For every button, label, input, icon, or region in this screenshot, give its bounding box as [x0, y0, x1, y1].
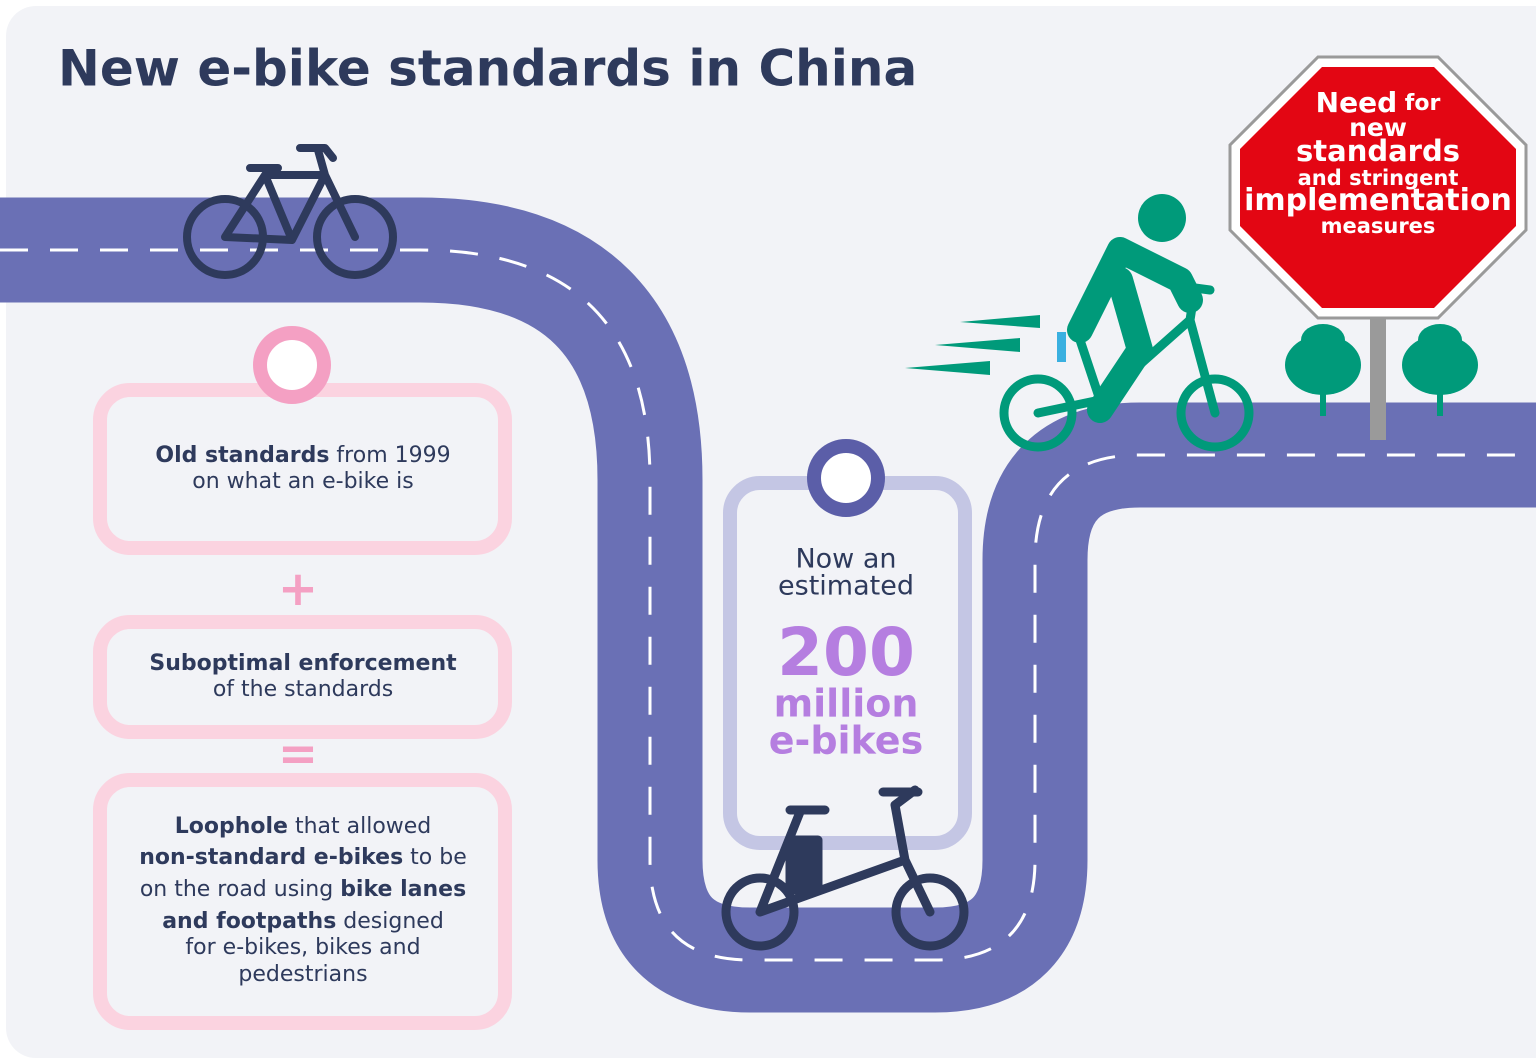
text-line: Suboptimal enforcement: [149, 651, 457, 676]
pin: [253, 326, 331, 404]
text-run: Suboptimal enforcement: [149, 651, 457, 676]
estimate-unit: million: [774, 682, 919, 726]
estimate-text: Now an: [795, 544, 896, 575]
text-line: and footpaths designed: [162, 909, 444, 934]
text-run: and footpaths: [162, 909, 336, 934]
box: [93, 615, 512, 739]
text-run: Loophole: [175, 814, 288, 839]
text-line: Need for: [1316, 86, 1441, 119]
text-line: and stringent: [1298, 166, 1459, 190]
text-run: non-standard e-bikes: [139, 845, 403, 870]
text-run: and stringent: [1298, 166, 1459, 190]
text-line: implementation: [1244, 183, 1512, 218]
text-line: on what an e-bike is: [192, 469, 413, 494]
text-line: Loophole that allowed: [175, 814, 432, 839]
text-run: pedestrians: [238, 962, 367, 987]
text-line: new: [1349, 113, 1407, 142]
estimate-text: estimated: [778, 571, 914, 602]
speed-lines: [905, 315, 1040, 375]
bicycle-icon: [183, 144, 397, 279]
text-run: implementation: [1244, 183, 1512, 218]
text-line: measures: [1321, 214, 1436, 238]
text-line: non-standard e-bikes to be: [139, 845, 467, 870]
sign-post: [1370, 300, 1386, 440]
pin: [807, 439, 885, 517]
text-run: for: [1397, 91, 1440, 116]
operator: =: [278, 726, 318, 782]
battery: [1057, 332, 1066, 362]
text-run: that allowed: [288, 814, 431, 839]
rider-head: [1138, 194, 1186, 242]
ebike-icon: [721, 785, 969, 951]
text-run: Need: [1316, 86, 1397, 119]
road-line: [0, 248, 1536, 962]
text-line: pedestrians: [238, 962, 367, 987]
text-line: Old standards from 1999: [155, 443, 450, 468]
text-run: Old standards: [155, 443, 329, 468]
text-run: designed: [336, 909, 443, 934]
text-run: to be: [403, 845, 467, 870]
sign: [1240, 67, 1516, 308]
estimate-unit: e-bikes: [769, 719, 923, 763]
rider-icon: [999, 237, 1254, 452]
text-run: from 1999: [329, 443, 450, 468]
text-run: of the standards: [213, 677, 393, 702]
text-line: standards: [1296, 134, 1460, 168]
text-run: on what an e-bike is: [192, 469, 413, 494]
text-run: new: [1349, 113, 1407, 142]
operator: +: [278, 561, 318, 617]
text-run: measures: [1321, 214, 1436, 238]
title: New e-bike standards in China: [58, 40, 917, 98]
text-run: on the road using: [140, 877, 340, 902]
text-line: of the standards: [213, 677, 393, 702]
text-run: for e-bikes, bikes and: [185, 935, 420, 960]
text-run: bike lanes: [340, 877, 466, 902]
estimate-number: 200: [777, 614, 915, 691]
text-line: on the road using bike lanes: [140, 877, 466, 902]
box: [93, 773, 512, 1030]
text-run: standards: [1296, 134, 1460, 168]
text-line: for e-bikes, bikes and: [185, 935, 420, 960]
trees: [1285, 324, 1478, 416]
